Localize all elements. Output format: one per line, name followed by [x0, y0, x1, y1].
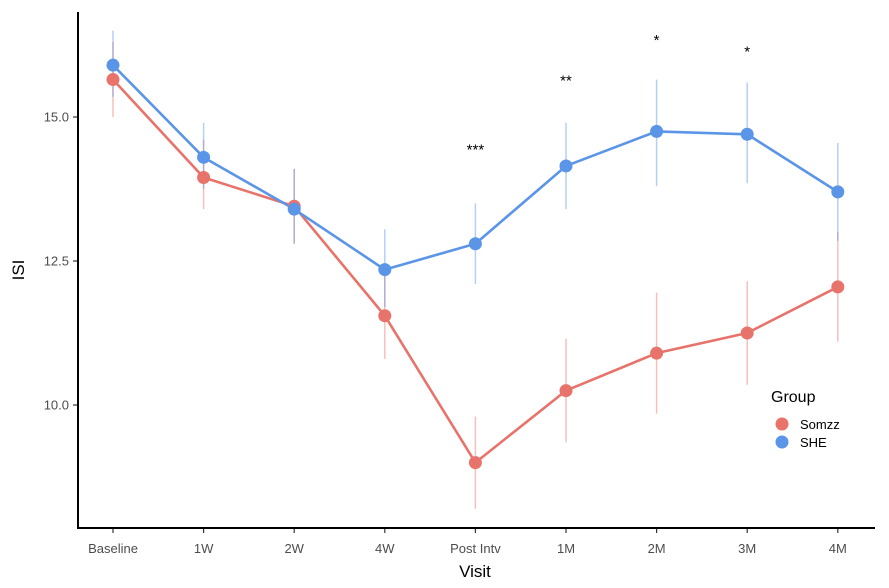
legend: Group Somzz SHE [771, 389, 840, 450]
significance-label: * [654, 32, 660, 49]
x-tick-label: 1M [557, 541, 575, 556]
data-point-she [287, 202, 301, 216]
x-tick-label: Post Intv [450, 541, 501, 556]
y-axis-title: ISI [9, 260, 28, 281]
data-point-somzz [650, 346, 664, 360]
data-point-she [650, 124, 664, 138]
x-tick-label: 4W [375, 541, 395, 556]
data-point-somzz [378, 309, 392, 323]
legend-label-she: SHE [800, 435, 827, 450]
y-axis-ticks: 10.0 12.5 15.0 [44, 110, 78, 413]
y-tick-label: 10.0 [44, 398, 69, 413]
data-point-she [831, 185, 845, 199]
significance-label: ** [560, 72, 572, 89]
y-tick-label: 15.0 [44, 110, 69, 125]
data-point-somzz [468, 456, 482, 470]
legend-marker-she [775, 435, 789, 449]
data-point-somzz [106, 73, 120, 87]
data-point-she [378, 263, 392, 277]
x-tick-label: 4M [829, 541, 847, 556]
x-tick-label: 3M [738, 541, 756, 556]
x-tick-label: Baseline [88, 541, 138, 556]
significance-label: * [744, 44, 750, 61]
data-point-somzz [559, 384, 573, 398]
y-tick-label: 12.5 [44, 254, 69, 269]
x-axis-title: Visit [459, 562, 491, 581]
legend-label-somzz: Somzz [800, 417, 840, 432]
data-point-she [468, 237, 482, 251]
data-point-she [559, 159, 573, 173]
x-tick-label: 1W [194, 541, 214, 556]
x-tick-label: 2M [648, 541, 666, 556]
data-point-somzz [831, 280, 845, 294]
data-point-she [106, 58, 120, 72]
significance-label: *** [467, 141, 485, 158]
legend-title: Group [771, 389, 816, 406]
data-points [106, 58, 845, 470]
x-tick-label: 2W [284, 541, 304, 556]
legend-marker-somzz [775, 417, 789, 431]
data-point-she [740, 127, 754, 141]
data-point-somzz [740, 326, 754, 340]
data-point-somzz [197, 170, 211, 184]
x-axis-ticks: Baseline 1W 2W 4W Post Intv 1M 2M 3M 4M [88, 528, 847, 556]
data-point-she [197, 150, 211, 164]
significance-annotations: ******* [467, 32, 751, 158]
error-bars [112, 30, 839, 509]
